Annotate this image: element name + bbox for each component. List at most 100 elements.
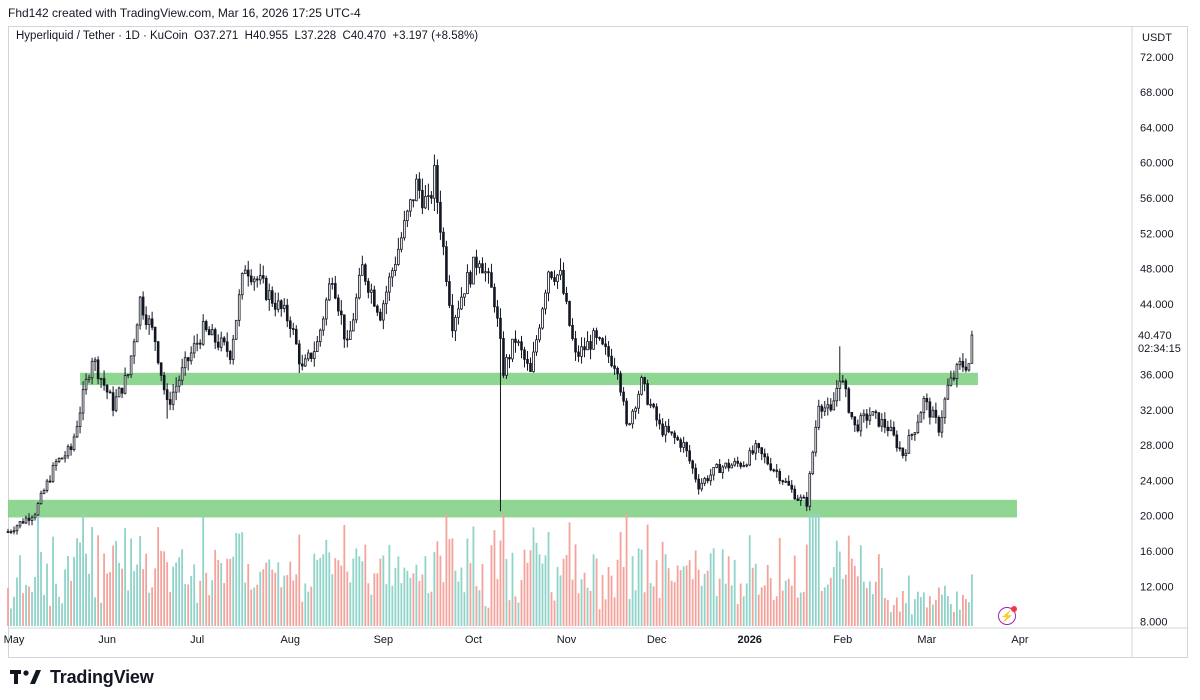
candle — [787, 480, 791, 486]
volume-bar — [496, 578, 499, 626]
volume-bar — [367, 583, 370, 626]
volume-bar — [43, 594, 45, 626]
volume-bar — [682, 566, 685, 626]
candle — [442, 231, 445, 248]
volume-bar — [871, 594, 874, 626]
volume-bar — [965, 599, 967, 626]
y-tick-label: 24.000 — [1140, 475, 1174, 487]
volume-bar — [850, 558, 853, 626]
candle — [297, 343, 301, 365]
volume-bar — [172, 566, 175, 626]
candle — [427, 195, 430, 197]
volume-bar — [493, 530, 496, 626]
volume-bar — [592, 554, 595, 626]
volume-bar — [688, 560, 691, 626]
volume-bar — [178, 557, 181, 626]
candle — [874, 411, 878, 414]
candle — [685, 442, 688, 452]
volume-bar — [733, 559, 736, 626]
candle — [33, 514, 37, 519]
candle — [240, 273, 244, 296]
volume-bar — [943, 585, 946, 626]
candle — [111, 392, 115, 411]
candle — [51, 465, 55, 482]
candle — [433, 165, 436, 199]
volume-bar — [25, 584, 27, 626]
candle — [222, 337, 226, 343]
candle — [370, 289, 373, 293]
volume-bar — [724, 583, 727, 626]
candle — [156, 341, 160, 364]
candle — [517, 341, 520, 344]
candle — [132, 341, 136, 357]
candle — [547, 271, 550, 294]
lightning-icon[interactable]: ⚡ — [998, 606, 1017, 625]
candle — [676, 437, 679, 441]
candle — [928, 401, 932, 418]
candle — [784, 480, 788, 483]
volume-bar — [859, 545, 862, 626]
candle — [213, 329, 217, 343]
candle — [670, 431, 673, 434]
volume-bar — [959, 609, 961, 626]
volume-bar — [205, 572, 208, 626]
candle — [937, 416, 941, 433]
volume-bar — [310, 586, 313, 626]
volume-bar — [637, 548, 640, 626]
volume-bar — [307, 591, 310, 626]
candle — [457, 308, 460, 318]
candle — [321, 318, 325, 331]
volume-bar — [808, 514, 811, 626]
candle — [325, 299, 328, 320]
volume-bar — [424, 556, 427, 626]
candle — [805, 496, 809, 507]
candle — [577, 351, 580, 357]
volume-bar — [220, 563, 223, 626]
candle — [147, 318, 151, 326]
symbol-legend: Hyperliquid / Tether · 1D · KuCoin O37.2… — [16, 30, 478, 42]
volume-bar — [160, 550, 163, 626]
candle — [631, 410, 634, 425]
volume-bar — [883, 598, 886, 626]
candle — [300, 363, 304, 367]
volume-bar — [709, 553, 712, 626]
volume-bar — [127, 590, 130, 626]
volume-bar — [787, 578, 790, 626]
volume-bar — [853, 565, 856, 626]
candle — [532, 351, 535, 372]
volume-bar — [328, 552, 331, 626]
volume-bar — [613, 597, 616, 626]
legend-close: 40.470 — [350, 30, 387, 42]
volume-bar — [166, 562, 169, 626]
volume-bar — [652, 586, 655, 626]
y-tick-label: 56.000 — [1140, 193, 1174, 205]
volume-bar — [232, 556, 235, 626]
candle — [400, 237, 403, 250]
volume-bar — [971, 574, 973, 626]
candle — [493, 286, 496, 308]
volume-bar — [898, 611, 901, 626]
candle — [303, 358, 307, 367]
volume-bar — [670, 580, 673, 626]
volume-bar — [364, 544, 367, 626]
candle — [964, 366, 968, 371]
volume-bar — [769, 578, 772, 626]
candle — [907, 435, 911, 454]
candle — [445, 246, 448, 282]
volume-bar — [739, 583, 742, 626]
volume-bar — [142, 569, 145, 626]
candle — [757, 443, 761, 449]
candle — [36, 503, 40, 516]
candle — [772, 469, 776, 472]
candle — [706, 478, 709, 482]
candle — [943, 398, 947, 418]
candle — [745, 464, 749, 467]
volume-bar — [949, 603, 952, 626]
volume-bar — [460, 567, 463, 626]
candle — [490, 272, 493, 288]
volume-bar — [604, 599, 607, 626]
candle — [231, 338, 235, 360]
volume-bar — [925, 607, 928, 626]
candle — [216, 341, 220, 348]
